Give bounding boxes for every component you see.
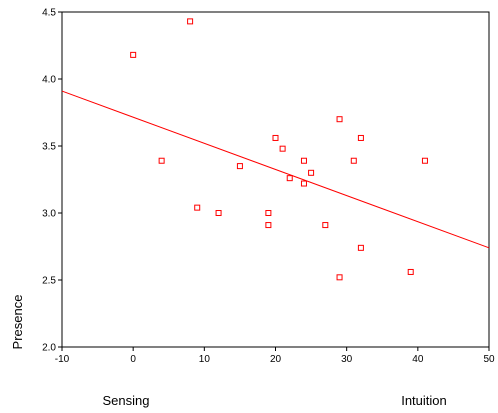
- data-point: [215, 210, 222, 216]
- data-point: [357, 134, 364, 141]
- x-tick-label: -10: [55, 354, 70, 365]
- regression-line-group: [61, 90, 490, 249]
- data-point: [300, 157, 307, 164]
- data-point: [194, 204, 201, 211]
- data-point: [286, 175, 293, 182]
- data-point: [279, 145, 286, 152]
- data-point: [272, 134, 279, 141]
- data-point: [407, 268, 414, 275]
- y-tick-label: 4.0: [42, 75, 56, 86]
- data-point: [322, 222, 329, 229]
- data-point: [357, 244, 364, 251]
- data-point: [236, 163, 243, 170]
- data-point: [336, 116, 343, 123]
- data-point: [130, 51, 137, 58]
- x-tick-label: 10: [199, 354, 211, 365]
- x-tick-label: 20: [270, 354, 282, 365]
- data-point: [187, 18, 194, 25]
- x-tick-label: 40: [412, 354, 424, 365]
- plot-area: [61, 11, 490, 348]
- y-axis-ticks: 2.0 2.5 3.0 3.5 4.0 4.5: [42, 8, 62, 354]
- data-point: [158, 157, 165, 164]
- y-tick-label: 3.0: [42, 209, 56, 220]
- x-axis-ticks: -10 0 10 20 30 40 50: [55, 347, 495, 365]
- y-tick-label: 2.0: [42, 343, 56, 354]
- data-point: [421, 157, 428, 164]
- x-left-end-label: Sensing: [103, 393, 150, 408]
- regression-line: [61, 90, 490, 249]
- y-tick-label: 3.5: [42, 142, 56, 153]
- x-right-end-label: Intuition: [401, 393, 447, 408]
- y-tick-label: 2.5: [42, 276, 56, 287]
- data-point: [265, 210, 272, 216]
- x-tick-label: 30: [341, 354, 353, 365]
- data-point: [308, 169, 315, 176]
- y-tick-label: 4.5: [42, 8, 56, 19]
- scatter-points: [130, 18, 428, 281]
- y-axis-title: Presence: [10, 295, 25, 350]
- data-point: [300, 180, 307, 187]
- x-tick-label: 50: [483, 354, 495, 365]
- data-point: [350, 157, 357, 164]
- data-point: [336, 274, 343, 281]
- data-point: [265, 222, 272, 229]
- x-tick-label: 0: [130, 354, 136, 365]
